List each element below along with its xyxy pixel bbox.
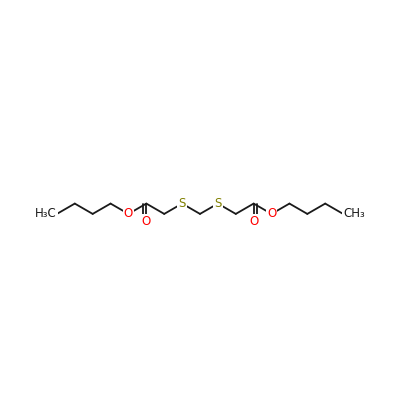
Text: O: O: [249, 215, 258, 228]
Text: H₃C: H₃C: [35, 208, 57, 220]
Text: O: O: [267, 208, 276, 220]
Text: S: S: [214, 197, 222, 210]
Text: CH₃: CH₃: [343, 208, 365, 220]
Text: O: O: [124, 208, 133, 220]
Text: O: O: [142, 215, 151, 228]
Text: S: S: [178, 197, 186, 210]
